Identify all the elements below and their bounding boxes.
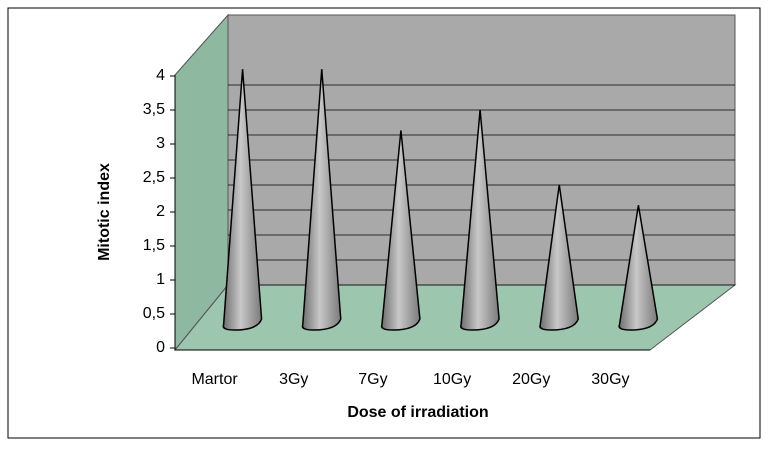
x-tick-label: Martor <box>191 371 238 388</box>
y-tick-label: 1 <box>156 271 165 288</box>
cone <box>539 184 580 331</box>
x-tick-label: 10Gy <box>433 371 471 388</box>
cone <box>618 205 659 331</box>
cone <box>222 69 263 331</box>
cone <box>301 69 342 331</box>
x-tick-label: 30Gy <box>591 371 629 388</box>
y-tick-label: 0,5 <box>143 305 165 322</box>
y-tick-label: 2 <box>156 203 165 220</box>
y-tick-label: 1,5 <box>143 237 165 254</box>
cone <box>460 109 500 331</box>
y-tick-label: 3,5 <box>143 101 165 118</box>
x-tick-label: 7Gy <box>358 371 387 388</box>
y-tick-label: 3 <box>156 135 165 152</box>
x-axis-title: Dose of irradiation <box>347 404 488 421</box>
y-tick-label: 4 <box>156 67 165 84</box>
y-tick-label: 2,5 <box>143 169 165 186</box>
cone <box>380 130 421 331</box>
x-tick-label: 20Gy <box>512 371 550 388</box>
y-tick-label: 0 <box>156 339 165 356</box>
y-axis-title: Mitotic index <box>96 163 113 261</box>
x-tick-label: 3Gy <box>279 371 308 388</box>
